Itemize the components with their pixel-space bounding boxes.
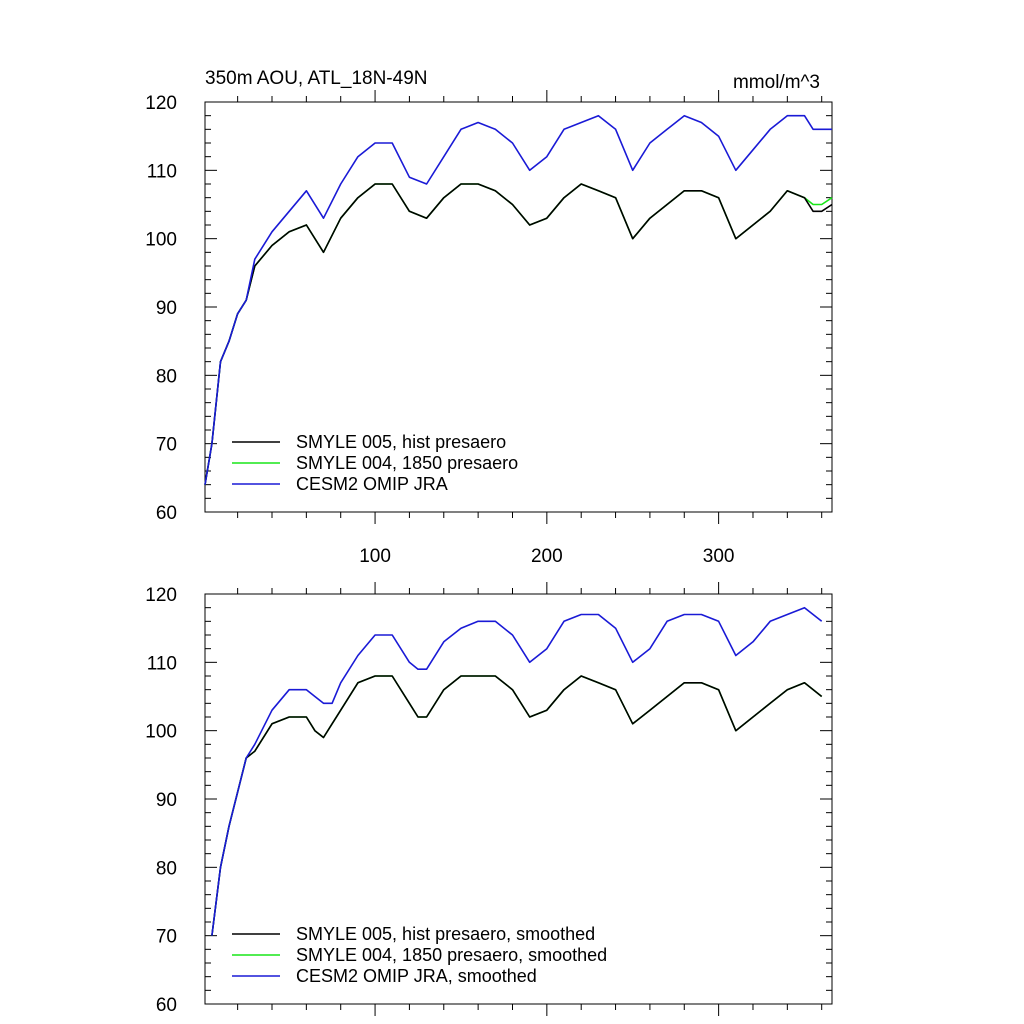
- top-legend-label: SMYLE 004, 1850 presaero: [296, 453, 518, 473]
- bottom-series-line-2: [211, 606, 823, 936]
- bottom-axis-ticks: 60 70 80 90 100 110 120: [145, 582, 832, 1016]
- bottom-ytick-label: 90: [156, 790, 177, 811]
- top-series-line-2: [204, 114, 832, 485]
- top-ytick-label: 70: [156, 435, 177, 456]
- top-panel: 350m AOU, ATL_18N-49N mmol/m^3 60 70 80 90 1…: [145, 68, 833, 567]
- top-ytick-label: 110: [147, 161, 177, 182]
- top-legend-label: CESM2 OMIP JRA: [296, 474, 448, 494]
- bottom-ytick-label: 70: [156, 927, 177, 948]
- top-xtick-label: 300: [703, 546, 735, 567]
- top-series-group: [204, 114, 833, 485]
- top-ytick-label: 120: [145, 93, 177, 114]
- bottom-ytick-label: 60: [156, 995, 177, 1016]
- top-series-line-0: [204, 183, 833, 485]
- bottom-legend: SMYLE 005, hist presaero, smoothedSMYLE …: [232, 924, 607, 986]
- units-label: mmol/m^3: [733, 72, 820, 93]
- bottom-legend-label: SMYLE 005, hist presaero, smoothed: [296, 924, 595, 944]
- top-ytick-label: 60: [156, 503, 177, 524]
- bottom-series-line-1: [211, 675, 823, 936]
- bottom-ytick-label: 80: [156, 858, 177, 879]
- top-axis-ticks: 60 70 80 90 100 110 120 100 200 300: [145, 90, 832, 567]
- bottom-ytick-label: 100: [145, 722, 177, 743]
- bottom-series-group: [211, 606, 823, 936]
- top-xtick-label: 200: [531, 546, 563, 567]
- top-ytick-label: 90: [156, 298, 177, 319]
- top-legend-label: SMYLE 005, hist presaero: [296, 432, 506, 452]
- top-xtick-label: 100: [359, 546, 391, 567]
- bottom-legend-label: SMYLE 004, 1850 presaero, smoothed: [296, 945, 607, 965]
- bottom-ytick-label: 110: [147, 653, 177, 674]
- bottom-panel: 60 70 80 90 100 110 120 SMYLE 005, hist presae…: [145, 582, 833, 1016]
- chart-title: 350m AOU, ATL_18N-49N: [205, 68, 427, 89]
- top-ytick-label: 80: [156, 366, 177, 387]
- bottom-series-line-0: [211, 675, 823, 936]
- top-ytick-label: 100: [145, 230, 177, 251]
- bottom-legend-label: CESM2 OMIP JRA, smoothed: [296, 966, 537, 986]
- bottom-ytick-label: 120: [145, 585, 177, 606]
